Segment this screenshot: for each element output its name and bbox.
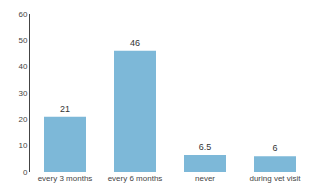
- svg-text:21: 21: [60, 104, 70, 114]
- svg-text:never: never: [195, 174, 215, 183]
- svg-text:40: 40: [18, 62, 27, 71]
- svg-text:every 3 months: every 3 months: [38, 174, 93, 183]
- svg-text:50: 50: [18, 36, 27, 45]
- svg-text:6.5: 6.5: [199, 142, 212, 152]
- svg-text:60: 60: [18, 10, 27, 19]
- svg-text:6: 6: [272, 143, 277, 153]
- svg-text:10: 10: [18, 141, 27, 150]
- svg-text:46: 46: [130, 38, 140, 48]
- svg-text:every 6 months: every 6 months: [108, 174, 163, 183]
- svg-text:20: 20: [18, 115, 27, 124]
- svg-text:during vet visit: during vet visit: [249, 174, 301, 183]
- svg-text:30: 30: [18, 89, 27, 98]
- svg-text:0: 0: [23, 168, 28, 177]
